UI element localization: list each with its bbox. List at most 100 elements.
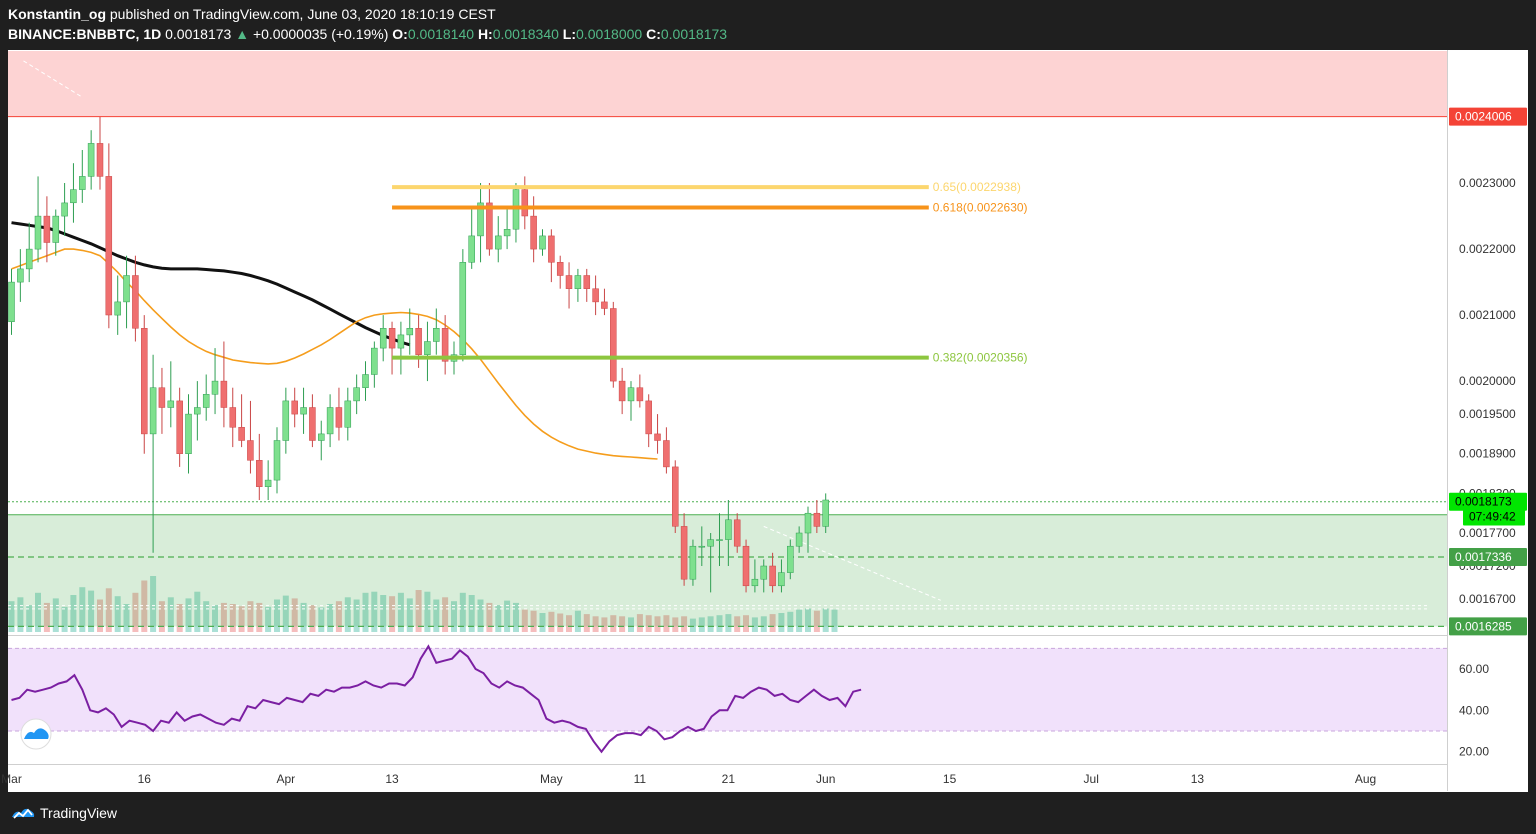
- candle-body: [300, 407, 307, 415]
- candle-body: [220, 380, 228, 408]
- volume-bar: [566, 615, 572, 632]
- volume-bar: [247, 601, 254, 632]
- candle-body: [654, 433, 661, 441]
- volume-bar: [610, 615, 617, 632]
- volume-bar: [220, 602, 227, 632]
- candle-body: [388, 328, 396, 349]
- candle-body: [787, 545, 794, 573]
- volume-bar: [327, 604, 334, 632]
- time-tick-label: 11: [634, 772, 647, 786]
- volume-bar: [353, 599, 360, 632]
- close-label: C:: [646, 26, 661, 42]
- rsi-tick-label: 40.00: [1459, 703, 1489, 717]
- volume-bar: [8, 601, 15, 632]
- volume-bar: [79, 587, 86, 632]
- publish-line: Konstantin_og published on TradingView.c…: [8, 6, 496, 22]
- candle-body: [379, 328, 387, 349]
- brand-label[interactable]: TradingView: [40, 805, 118, 821]
- candle-body: [433, 328, 440, 342]
- candle-body: [397, 334, 405, 349]
- candle-body: [229, 407, 237, 428]
- volume-bar: [645, 615, 652, 632]
- author-name[interactable]: Konstantin_og: [8, 6, 106, 22]
- ma-50-line: [11, 248, 658, 460]
- candle-body: [318, 433, 325, 441]
- candle-body: [176, 400, 183, 454]
- chart-canvas[interactable]: 0.65(0.0022938) 0.618(0.0022630) 0.382(0.0…: [0, 50, 1536, 792]
- candle-body: [194, 407, 201, 415]
- volume-bar: [831, 609, 838, 632]
- price-tick-label: 0.0017700: [1459, 526, 1516, 540]
- volume-bar: [309, 605, 316, 632]
- candle-body: [627, 387, 635, 402]
- volume-bar: [26, 605, 33, 632]
- volume-bar: [17, 597, 24, 632]
- tradingview-logo-icon[interactable]: [10, 803, 36, 823]
- volume-bar: [229, 604, 236, 632]
- candle-body: [441, 328, 449, 362]
- price-tick-label: 0.0022000: [1459, 242, 1516, 256]
- volume-bar: [636, 614, 643, 632]
- candle-body: [503, 229, 511, 237]
- candle-body: [804, 512, 812, 534]
- volume-bar: [698, 617, 705, 632]
- volume-bar: [212, 605, 218, 632]
- volume-bar: [282, 595, 289, 632]
- candle-body: [716, 539, 723, 541]
- volume-bar: [654, 616, 661, 632]
- volume-bar: [380, 595, 387, 632]
- fib-level-label: 0.65(0.0022938): [933, 180, 1021, 194]
- candle-body: [778, 572, 785, 587]
- price-tick-label: 0.0021000: [1459, 308, 1516, 322]
- volume-bar: [43, 602, 50, 632]
- volume-bar: [203, 601, 210, 632]
- up-triangle-icon: ▲: [235, 26, 250, 42]
- price-tick-label: 0.0019500: [1459, 407, 1516, 421]
- candle-body: [813, 512, 821, 527]
- time-tick-label: 21: [722, 772, 736, 786]
- candle-body: [415, 328, 422, 355]
- open-value: 0.0018140: [407, 26, 475, 42]
- candle-body: [158, 387, 166, 408]
- price-tick-label: 0.0018900: [1459, 447, 1516, 461]
- right-border: [1528, 50, 1536, 792]
- volume-bar: [530, 610, 537, 632]
- candle-body: [167, 400, 175, 408]
- volume-bar: [513, 602, 519, 632]
- candle-body: [610, 308, 617, 382]
- candle-body: [132, 275, 139, 329]
- candle-body: [725, 519, 732, 540]
- volume-bar: [716, 615, 723, 632]
- volume-bar: [176, 604, 183, 632]
- volume-bar: [751, 617, 758, 632]
- time-tick-label: Jul: [1084, 772, 1099, 786]
- candle-body: [636, 387, 644, 402]
- candle-body: [698, 545, 706, 548]
- candle-body: [583, 275, 591, 289]
- resistance-zone: [8, 51, 1447, 117]
- volume-bar: [105, 588, 112, 632]
- price-change: +0.0000035 (+0.19%): [252, 26, 389, 42]
- candle-body: [256, 460, 263, 487]
- time-tick-label: May: [540, 772, 563, 786]
- volume-bar: [97, 599, 103, 632]
- time-tick-label: 16: [138, 772, 152, 786]
- price-badge: [1449, 617, 1527, 636]
- high-value: 0.0018340: [492, 26, 559, 42]
- volume-bar: [238, 606, 245, 632]
- symbol-label[interactable]: BINANCE:BNBBTC, 1D: [8, 26, 162, 42]
- volume-bar: [548, 611, 555, 632]
- candle-body: [96, 143, 104, 177]
- time-tick-label: 13: [1191, 772, 1205, 786]
- volume-bar: [35, 592, 41, 632]
- volume-bar: [362, 592, 369, 632]
- candle-body: [309, 407, 316, 441]
- chart-header: Konstantin_og published on TradingView.c…: [0, 0, 1536, 50]
- price-tick-label: 0.0016700: [1459, 592, 1516, 606]
- candle-body: [707, 539, 714, 547]
- price-tick-label: 0.0023000: [1459, 176, 1516, 190]
- volume-bar: [477, 599, 484, 632]
- volume-bar: [52, 598, 59, 632]
- high-label: H:: [477, 26, 493, 42]
- time-tick-label: Aug: [1355, 772, 1376, 786]
